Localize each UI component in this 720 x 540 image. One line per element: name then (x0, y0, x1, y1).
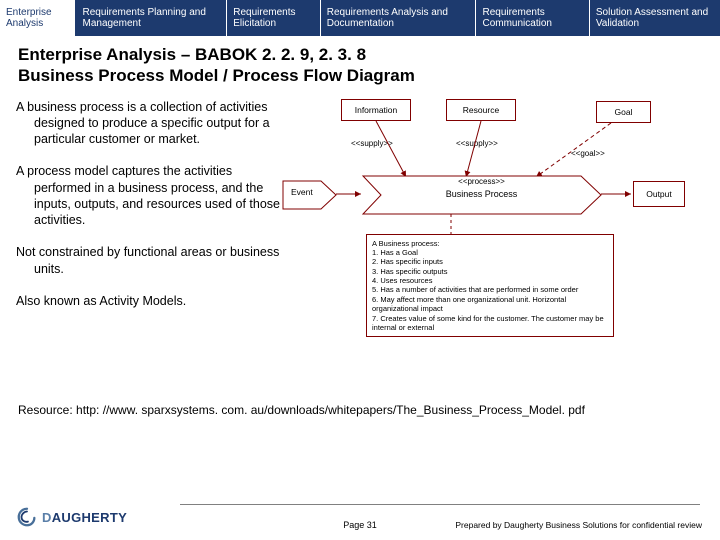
slide-title: Enterprise Analysis – BABOK 2. 2. 9, 2. … (0, 36, 720, 93)
logo-swirl-icon (16, 506, 38, 528)
note-2: 2. Has specific inputs (372, 257, 608, 266)
footer: DAUGHERTY Page 31 Prepared by Daugherty … (0, 494, 720, 540)
notes-title: A Business process: (372, 239, 608, 248)
label-goal-stereo: <<goal>> (571, 149, 605, 158)
tab-req-communication[interactable]: Requirements Communication (476, 0, 589, 36)
para-2: A process model captures the activities … (34, 163, 281, 228)
confidential-note: Prepared by Daugherty Business Solutions… (455, 520, 702, 530)
top-nav-tabs: Enterprise Analysis Requirements Plannin… (0, 0, 720, 36)
node-event: Event (291, 187, 313, 197)
node-resource: Resource (446, 99, 516, 121)
logo: DAUGHERTY (16, 506, 127, 528)
node-output: Output (633, 181, 685, 207)
tab-enterprise-analysis[interactable]: Enterprise Analysis (0, 0, 76, 36)
tab-req-elicitation[interactable]: Requirements Elicitation (227, 0, 320, 36)
page-number: Page 31 (343, 520, 377, 530)
body-text: A business process is a collection of ac… (16, 99, 281, 399)
logo-text: DAUGHERTY (42, 510, 127, 525)
title-line-1: Enterprise Analysis – BABOK 2. 2. 9, 2. … (18, 44, 702, 65)
label-supply-1: <<supply>> (351, 139, 393, 148)
diagram-area: Information Resource Goal <<supply>> <<s… (291, 99, 704, 399)
note-5: 5. Has a number of activities that are p… (372, 285, 608, 294)
label-supply-2: <<supply>> (456, 139, 498, 148)
para-3: Not constrained by functional areas or b… (34, 244, 281, 277)
content-area: A business process is a collection of ac… (0, 93, 720, 399)
title-line-2: Business Process Model / Process Flow Di… (18, 65, 702, 86)
para-4: Also known as Activity Models. (34, 293, 281, 309)
process-diagram: Information Resource Goal <<supply>> <<s… (291, 99, 704, 399)
notes-box: A Business process: 1. Has a Goal 2. Has… (366, 234, 614, 338)
para-1: A business process is a collection of ac… (34, 99, 281, 148)
resource-line: Resource: http: //www. sparxsystems. com… (0, 399, 720, 417)
node-business-process: Business Process (369, 189, 594, 199)
note-1: 1. Has a Goal (372, 248, 608, 257)
note-6: 6. May affect more than one organization… (372, 295, 608, 314)
footer-divider (180, 504, 700, 505)
node-goal: Goal (596, 101, 651, 123)
tab-req-planning[interactable]: Requirements Planning and Management (76, 0, 227, 36)
note-4: 4. Uses resources (372, 276, 608, 285)
process-stereo: <<process>> (369, 177, 594, 186)
note-3: 3. Has specific outputs (372, 267, 608, 276)
tab-solution-assessment[interactable]: Solution Assessment and Validation (590, 0, 720, 36)
node-information: Information (341, 99, 411, 121)
tab-req-analysis[interactable]: Requirements Analysis and Documentation (321, 0, 477, 36)
note-7: 7. Creates value of some kind for the cu… (372, 314, 608, 333)
